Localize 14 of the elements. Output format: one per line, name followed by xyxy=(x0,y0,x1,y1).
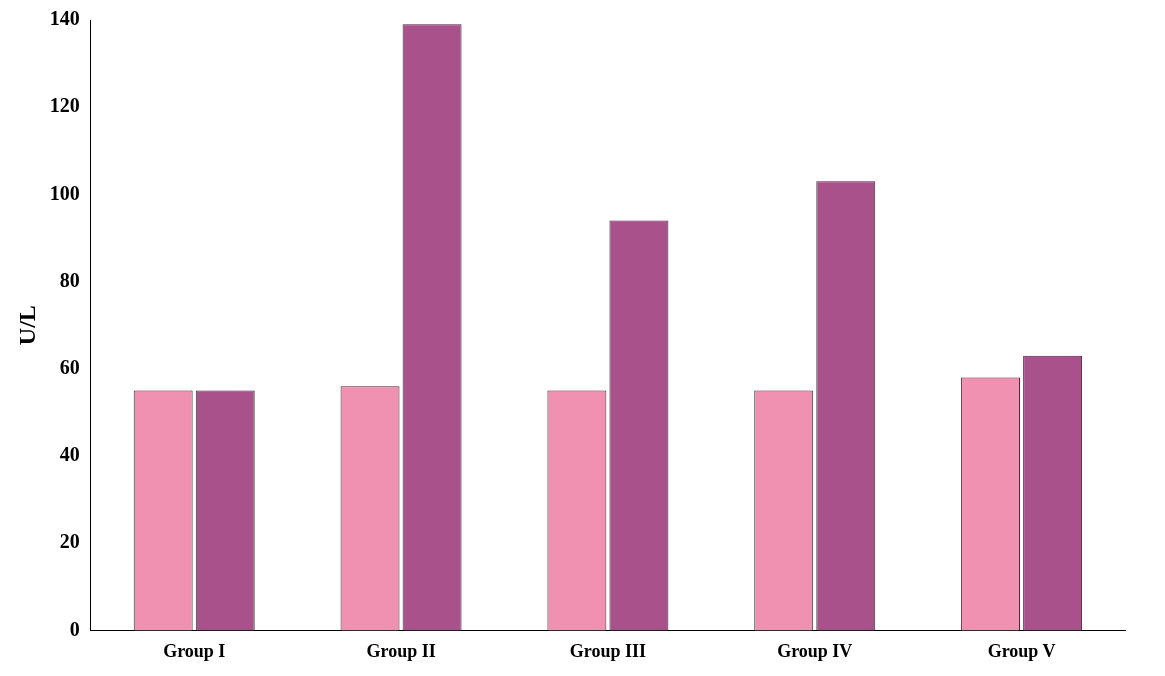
x-tick-label: Group I xyxy=(163,640,226,661)
y-tick-label: 120 xyxy=(49,94,80,117)
y-tick-label: 0 xyxy=(69,617,80,640)
y-tick-label: 60 xyxy=(59,355,80,378)
y-tick-label: 80 xyxy=(59,268,80,291)
y-tick-label: 100 xyxy=(49,181,80,204)
y-tick-label: 20 xyxy=(59,530,80,553)
y-axis-title: U/L xyxy=(13,305,40,346)
x-tick-label: Group II xyxy=(366,640,436,661)
x-tick-label: Group III xyxy=(569,640,646,661)
x-tick-label: Group V xyxy=(987,640,1056,661)
y-tick-label: 140 xyxy=(49,7,80,30)
x-tick-label: Group IV xyxy=(777,640,853,661)
y-tick-label: 40 xyxy=(59,443,80,466)
